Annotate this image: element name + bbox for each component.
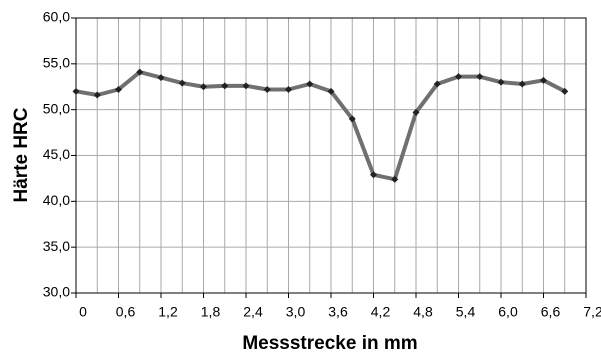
data-point [455,73,462,81]
data-point [391,175,399,183]
data-point [115,86,122,93]
data-point [306,80,314,88]
data-point [348,115,356,123]
x-tick-label: 6,6 [541,304,561,320]
x-tick-label: 2,4 [243,304,263,320]
x-tick-label: 1,2 [158,304,178,320]
x-tick-label: 7,2 [583,304,601,320]
y-tick-label: 55,0 [43,55,70,71]
data-point [157,74,165,82]
data-point [412,108,420,116]
data-point [200,83,207,91]
data-point [561,87,569,95]
data-point [178,79,186,87]
data-point [327,87,335,95]
y-tick-label: 50,0 [43,100,70,116]
y-tick-label: 60,0 [43,9,70,25]
data-line [75,70,566,182]
data-point [497,78,505,86]
data-point [285,86,292,93]
x-tick-label: 3,6 [328,304,348,320]
data-point [93,91,101,99]
data-point [540,76,547,84]
x-tick-label: 6,0 [498,304,518,320]
x-tick-label: 1,8 [201,304,221,320]
plot-frame [75,17,587,294]
x-tick-label: 4,2 [371,304,391,320]
data-point [242,82,250,90]
data-point [370,171,377,179]
x-tick-label: 0,6 [116,304,136,320]
data-point [476,73,484,81]
data-point [263,86,271,93]
x-axis-label: Messstrecke in mm [242,333,417,354]
x-tick-label: 4,8 [413,304,433,320]
y-tick-label: 30,0 [43,284,70,300]
y-tick-label: 45,0 [43,146,70,162]
x-tick-label: 3,0 [286,304,306,320]
y-axis-label: Härte HRC [11,107,32,202]
y-tick-label: 35,0 [43,238,70,254]
x-tick-label: 0 [79,304,87,320]
data-point [136,68,144,76]
data-point [433,80,441,88]
data-point [72,87,80,95]
data-point [221,82,229,90]
data-point [518,80,526,88]
x-tick-label: 5,4 [456,304,476,320]
y-tick-label: 40,0 [43,192,70,208]
